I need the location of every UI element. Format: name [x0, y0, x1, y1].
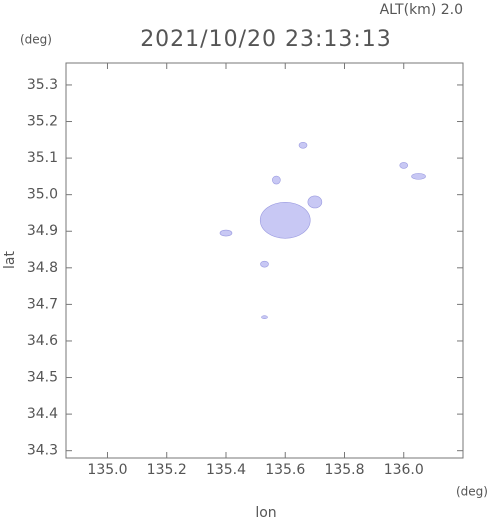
y-tick-label: 35.1	[27, 150, 58, 166]
x-tick-label: 136.0	[384, 462, 424, 478]
y-tick-label: 34.7	[27, 296, 58, 312]
x-axis-label: lon	[255, 505, 276, 521]
y-tick-label: 34.4	[27, 406, 58, 422]
echo	[399, 162, 409, 169]
x-tick-label: 135.0	[87, 462, 127, 478]
y-tick-label: 35.2	[27, 114, 58, 130]
x-tick-label: 135.6	[265, 462, 305, 478]
echo	[298, 141, 308, 149]
plot-frame	[65, 62, 464, 459]
altitude-label: ALT(km) 2.0	[380, 2, 463, 18]
echo	[307, 195, 323, 209]
echo	[259, 201, 311, 239]
y-tick-label: 34.8	[27, 260, 58, 276]
y-tick-label: 34.9	[27, 223, 58, 239]
y-tick-label: 34.6	[27, 333, 58, 349]
y-tick-label: 34.5	[27, 370, 58, 386]
echo	[261, 315, 268, 319]
y-axis-label: lat	[2, 251, 18, 269]
y-tick-label: 35.3	[27, 77, 58, 93]
chart-title: 2021/10/20 23:13:13	[140, 27, 392, 52]
y-tick-label: 34.3	[27, 443, 58, 459]
echo	[219, 229, 233, 237]
x-tick-label: 135.4	[206, 462, 246, 478]
echo	[272, 175, 281, 185]
echo	[260, 260, 269, 268]
x-unit: (deg)	[456, 485, 488, 499]
x-tick-label: 135.2	[147, 462, 187, 478]
y-tick-label: 35.0	[27, 187, 58, 203]
echo	[411, 173, 426, 180]
y-unit: (deg)	[20, 33, 52, 47]
x-tick-label: 135.8	[324, 462, 364, 478]
